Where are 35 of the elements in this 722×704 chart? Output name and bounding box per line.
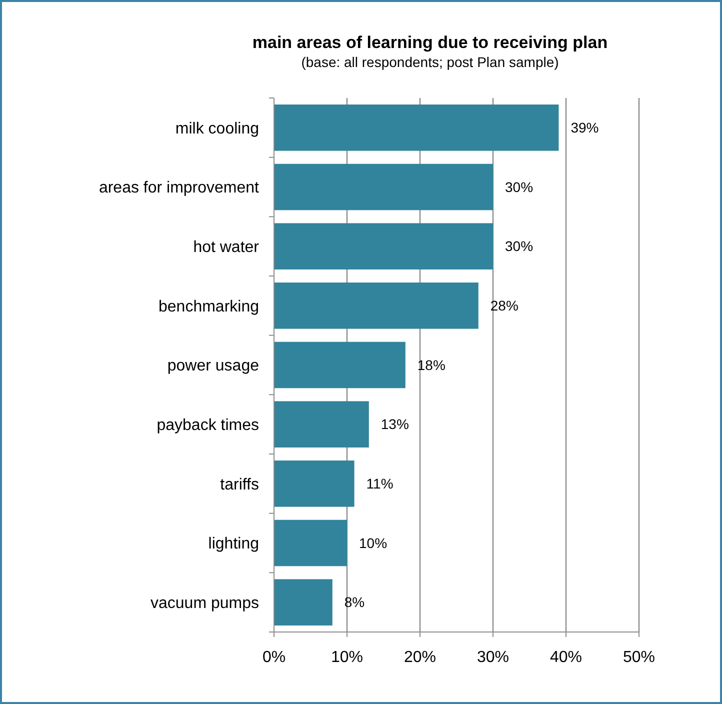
bar	[274, 164, 493, 210]
y-tick-label: areas for improvement	[98, 180, 260, 197]
bar	[274, 223, 493, 270]
y-tick-label: vacuum pumps	[150, 594, 259, 612]
bar	[274, 460, 354, 507]
bar	[274, 401, 369, 448]
data-label: 8%	[344, 594, 365, 610]
bar	[274, 342, 406, 388]
data-label: 18%	[417, 356, 446, 373]
x-tick-label: 30%	[476, 649, 510, 666]
chart-title: main areas of learning due to receiving plan	[252, 33, 608, 52]
data-label: 30%	[505, 178, 534, 195]
bar	[274, 282, 478, 329]
y-tick-label: power usage	[167, 358, 260, 375]
x-tick-label: 20%	[404, 649, 436, 666]
y-tick-label: benchmarking	[158, 298, 259, 316]
bar	[274, 520, 347, 566]
bar	[274, 579, 332, 626]
y-tick-label: hot water	[193, 238, 260, 256]
x-tick-label: 10%	[330, 649, 364, 666]
chart-subtitle: (base: all respondents; post Plan sample)	[301, 54, 559, 70]
y-tick-label: tariffs	[220, 476, 259, 494]
bar	[274, 104, 559, 151]
data-label: 10%	[359, 534, 388, 551]
data-label: 13%	[380, 416, 409, 432]
x-tick-label: 40%	[550, 649, 582, 666]
x-tick-label: 0%	[262, 649, 286, 666]
data-label: 28%	[490, 298, 518, 314]
data-label: 11%	[366, 476, 394, 492]
x-tick-label: 50%	[622, 649, 656, 666]
data-label: 39%	[570, 120, 599, 136]
y-tick-label: milk cooling	[175, 120, 259, 138]
y-tick-label: payback times	[156, 416, 259, 434]
data-label: 30%	[505, 238, 534, 254]
y-tick-label: lighting	[208, 536, 259, 553]
